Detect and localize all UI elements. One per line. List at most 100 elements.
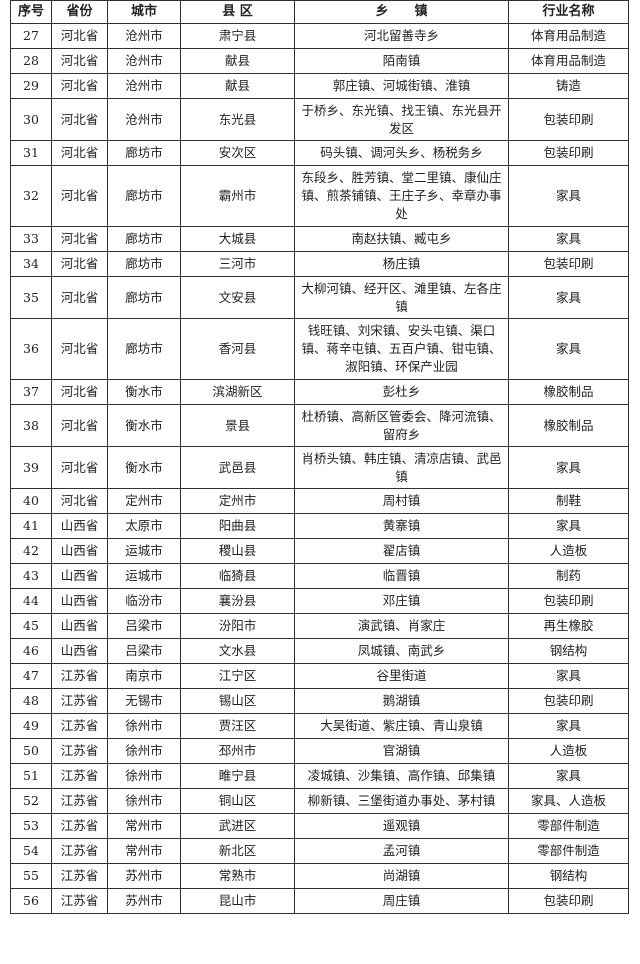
cell-town: 尚湖镇 bbox=[294, 863, 509, 889]
cell-city: 徐州市 bbox=[107, 763, 181, 789]
cell-province: 江苏省 bbox=[51, 663, 108, 689]
cell-county: 景县 bbox=[180, 404, 295, 447]
cell-city: 衡水市 bbox=[107, 379, 181, 405]
cell-county: 献县 bbox=[180, 48, 295, 74]
cell-city: 常州市 bbox=[107, 813, 181, 839]
table-row: 36 河北省 廊坊市 香河县 钱旺镇、刘宋镇、安头屯镇、渠口镇、蒋辛屯镇、五百户镇、钳屯… bbox=[10, 318, 629, 380]
cell-index: 52 bbox=[10, 788, 52, 814]
cell-industry: 体育用品制造 bbox=[508, 23, 629, 49]
cell-city: 运城市 bbox=[107, 563, 181, 589]
cell-city: 吕梁市 bbox=[107, 613, 181, 639]
cell-city: 沧州市 bbox=[107, 48, 181, 74]
cell-town: 大柳河镇、经开区、滩里镇、左各庄镇 bbox=[294, 276, 509, 319]
cell-index: 39 bbox=[10, 446, 52, 489]
cell-industry: 制鞋 bbox=[508, 488, 629, 514]
header-city: 城市 bbox=[107, 0, 181, 24]
header-industry: 行业名称 bbox=[508, 0, 629, 24]
cell-industry: 橡胶制品 bbox=[508, 379, 629, 405]
cell-county: 武邑县 bbox=[180, 446, 295, 489]
cell-county: 献县 bbox=[180, 73, 295, 99]
cell-town: 杨庄镇 bbox=[294, 251, 509, 277]
cell-industry: 橡胶制品 bbox=[508, 404, 629, 447]
cell-index: 55 bbox=[10, 863, 52, 889]
cell-index: 31 bbox=[10, 140, 52, 166]
cell-county: 铜山区 bbox=[180, 788, 295, 814]
cell-industry: 体育用品制造 bbox=[508, 48, 629, 74]
cell-index: 29 bbox=[10, 73, 52, 99]
cell-industry: 家具 bbox=[508, 446, 629, 489]
cell-industry: 包装印刷 bbox=[508, 251, 629, 277]
cell-city: 廊坊市 bbox=[107, 276, 181, 319]
cell-city: 廊坊市 bbox=[107, 251, 181, 277]
cell-city: 徐州市 bbox=[107, 738, 181, 764]
cell-index: 38 bbox=[10, 404, 52, 447]
cell-province: 河北省 bbox=[51, 73, 108, 99]
cell-province: 山西省 bbox=[51, 638, 108, 664]
cell-province: 河北省 bbox=[51, 488, 108, 514]
cell-city: 廊坊市 bbox=[107, 165, 181, 227]
cell-industry: 人造板 bbox=[508, 538, 629, 564]
cell-industry: 家具 bbox=[508, 165, 629, 227]
cell-index: 42 bbox=[10, 538, 52, 564]
cell-town: 彭杜乡 bbox=[294, 379, 509, 405]
header-index: 序号 bbox=[10, 0, 52, 24]
cell-city: 吕梁市 bbox=[107, 638, 181, 664]
cell-province: 江苏省 bbox=[51, 863, 108, 889]
table-row: 27 河北省 沧州市 肃宁县 河北留善寺乡 体育用品制造 bbox=[10, 23, 629, 49]
cell-town: 杜桥镇、高新区管委会、降河流镇、留府乡 bbox=[294, 404, 509, 447]
cell-town: 临晋镇 bbox=[294, 563, 509, 589]
table-row: 47 江苏省 南京市 江宁区 谷里街道 家具 bbox=[10, 663, 629, 689]
cell-city: 定州市 bbox=[107, 488, 181, 514]
cell-province: 山西省 bbox=[51, 513, 108, 539]
cell-town: 凌城镇、沙集镇、高作镇、邱集镇 bbox=[294, 763, 509, 789]
cell-province: 河北省 bbox=[51, 226, 108, 252]
cell-province: 河北省 bbox=[51, 98, 108, 141]
cell-index: 37 bbox=[10, 379, 52, 405]
table-row: 51 江苏省 徐州市 睢宁县 凌城镇、沙集镇、高作镇、邱集镇 家具 bbox=[10, 763, 629, 789]
cell-city: 太原市 bbox=[107, 513, 181, 539]
cell-index: 28 bbox=[10, 48, 52, 74]
table-row: 44 山西省 临汾市 襄汾县 邓庄镇 包装印刷 bbox=[10, 588, 629, 614]
cell-county: 锡山区 bbox=[180, 688, 295, 714]
cell-county: 贾汪区 bbox=[180, 713, 295, 739]
cell-index: 36 bbox=[10, 318, 52, 380]
table-row: 50 江苏省 徐州市 邳州市 官湖镇 人造板 bbox=[10, 738, 629, 764]
table-row: 33 河北省 廊坊市 大城县 南赵扶镇、臧屯乡 家具 bbox=[10, 226, 629, 252]
table-row: 48 江苏省 无锡市 锡山区 鹅湖镇 包装印刷 bbox=[10, 688, 629, 714]
cell-town: 黄寨镇 bbox=[294, 513, 509, 539]
cell-town: 遥观镇 bbox=[294, 813, 509, 839]
cell-index: 44 bbox=[10, 588, 52, 614]
cell-province: 河北省 bbox=[51, 165, 108, 227]
cell-index: 45 bbox=[10, 613, 52, 639]
cell-industry: 家具 bbox=[508, 763, 629, 789]
cell-province: 江苏省 bbox=[51, 713, 108, 739]
industry-town-table: 序号 省份 城市 县 区 乡 镇 行业名称 27 河北省 沧州市 肃宁县 河北留善寺乡体… bbox=[10, 0, 629, 914]
cell-town: 邓庄镇 bbox=[294, 588, 509, 614]
cell-county: 东光县 bbox=[180, 98, 295, 141]
cell-industry: 包装印刷 bbox=[508, 588, 629, 614]
cell-county: 文水县 bbox=[180, 638, 295, 664]
cell-industry: 包装印刷 bbox=[508, 140, 629, 166]
cell-industry: 零部件制造 bbox=[508, 838, 629, 864]
cell-province: 河北省 bbox=[51, 140, 108, 166]
cell-industry: 人造板 bbox=[508, 738, 629, 764]
table-row: 29 河北省 沧州市 献县 郭庄镇、河城街镇、淮镇 铸造 bbox=[10, 73, 629, 99]
cell-county: 霸州市 bbox=[180, 165, 295, 227]
cell-city: 运城市 bbox=[107, 538, 181, 564]
cell-city: 衡水市 bbox=[107, 446, 181, 489]
cell-province: 江苏省 bbox=[51, 788, 108, 814]
cell-province: 河北省 bbox=[51, 404, 108, 447]
cell-index: 48 bbox=[10, 688, 52, 714]
cell-index: 27 bbox=[10, 23, 52, 49]
table-row: 37 河北省 衡水市 滨湖新区 彭杜乡 橡胶制品 bbox=[10, 379, 629, 405]
cell-index: 30 bbox=[10, 98, 52, 141]
table-row: 30 河北省 沧州市 东光县 于桥乡、东光镇、找王镇、东光县开发区 包装印刷 bbox=[10, 98, 629, 141]
cell-index: 47 bbox=[10, 663, 52, 689]
table-row: 42 山西省 运城市 稷山县 翟店镇 人造板 bbox=[10, 538, 629, 564]
cell-city: 沧州市 bbox=[107, 73, 181, 99]
cell-province: 江苏省 bbox=[51, 738, 108, 764]
cell-county: 定州市 bbox=[180, 488, 295, 514]
cell-index: 50 bbox=[10, 738, 52, 764]
cell-province: 山西省 bbox=[51, 538, 108, 564]
cell-town: 谷里街道 bbox=[294, 663, 509, 689]
